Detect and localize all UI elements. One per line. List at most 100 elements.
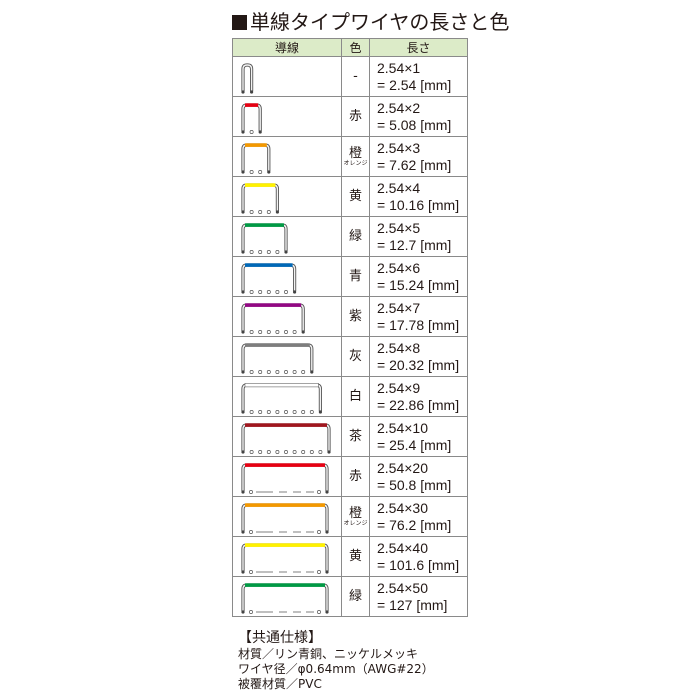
wire-outline [241, 223, 288, 251]
length-result: = 22.86 [mm] [377, 396, 460, 413]
jumper-wire-icon [241, 143, 271, 174]
spec-heading: 【共通仕様】 [238, 630, 322, 646]
hole-dot [317, 490, 321, 494]
wire-metal [242, 464, 328, 491]
jumper-wire-icon [241, 463, 329, 494]
length-cell: 2.54×7 = 17.78 [mm] [369, 296, 468, 337]
length-cell: 2.54×30 = 76.2 [mm] [369, 496, 468, 537]
wire-metal [242, 184, 279, 211]
color-name: 橙 [348, 505, 362, 521]
color-cell: 赤 [341, 456, 370, 497]
length-formula: 2.54×9 [377, 379, 421, 396]
table-row: 赤 2.54×2 = 5.08 [mm] [232, 96, 468, 137]
jumper-wire-icon [241, 383, 322, 414]
table-row: 赤 2.54×20 = 50.8 [mm] [232, 456, 468, 497]
wire-outline [241, 263, 297, 291]
wire-leg-end [325, 490, 329, 494]
color-cell: 紫 [341, 296, 370, 337]
hole-dot [275, 450, 280, 454]
hole-dot [249, 370, 254, 374]
wire-coating [245, 463, 325, 467]
wire-coating [245, 543, 325, 547]
wire-leg-end [241, 530, 245, 534]
wire-leg-end [241, 490, 245, 494]
hole-dot [249, 130, 254, 134]
wire-leg-end [241, 90, 245, 94]
length-cell: 2.54×9 = 22.86 [mm] [369, 376, 468, 417]
hole-dot [266, 450, 271, 454]
color-cell: 黄 [341, 536, 370, 577]
spec-material: 材質／リン青銅、ニッケルメッキ [238, 647, 419, 661]
color-name: 黄 [348, 189, 362, 204]
length-formula: 2.54×1 [377, 59, 421, 76]
length-result: = 127 [mm] [377, 596, 448, 613]
hole-dot [258, 250, 263, 254]
wire-metal [242, 224, 287, 251]
length-formula: 2.54×3 [377, 139, 421, 156]
wire-leg-end [241, 130, 245, 134]
hole-dot [317, 570, 321, 574]
color-cell: - [341, 56, 370, 97]
page-title: 単線タイプワイヤの長さと色 [232, 6, 509, 35]
table-row: 黄 2.54×40 = 101.6 [mm] [232, 536, 468, 577]
length-formula: 2.54×50 [377, 579, 428, 596]
wire-cell [232, 56, 342, 97]
wire-leg-end [241, 570, 245, 574]
hole-dot [249, 250, 254, 254]
color-cell: 灰 [341, 336, 370, 377]
wire-cell [232, 496, 342, 537]
hole-dot [301, 450, 306, 454]
hole-dot [258, 370, 263, 374]
wire-outline [241, 63, 254, 91]
color-name: 赤 [348, 109, 362, 124]
wire-leg-end [241, 370, 245, 374]
color-sub: オレンジ [343, 159, 368, 167]
wire-outline [241, 183, 279, 211]
length-result: = 17.78 [mm] [377, 316, 460, 333]
hole-dot [275, 330, 280, 334]
color-name: 紫 [348, 309, 362, 324]
length-cell: 2.54×4 = 10.16 [mm] [369, 176, 468, 217]
wire-leg-end [241, 250, 245, 254]
wire-cell [232, 456, 342, 497]
color-cell: 橙オレンジ [341, 136, 370, 177]
length-result: = 50.8 [mm] [377, 476, 452, 493]
wire-metal [242, 104, 261, 131]
wire-cell [232, 376, 342, 417]
wire-leg-end [241, 450, 245, 454]
wire-leg-end [301, 330, 305, 334]
length-cell: 2.54×8 = 20.32 [mm] [369, 336, 468, 377]
hole-dot [292, 450, 297, 454]
color-cell: 橙オレンジ [341, 496, 370, 537]
jumper-wire-icon [241, 183, 279, 214]
hole-dot [317, 530, 321, 534]
jumper-wire-icon [241, 543, 329, 574]
hole-dot [258, 210, 263, 214]
wire-coating [245, 143, 267, 147]
wire-leg-end [241, 610, 245, 614]
hole-dot [301, 370, 306, 374]
hole-dot [309, 450, 314, 454]
length-cell: 2.54×20 = 50.8 [mm] [369, 456, 468, 497]
color-cell: 青 [341, 256, 370, 297]
jumper-wire-icon [241, 63, 254, 94]
wire-cell [232, 96, 342, 137]
hole-dot [258, 410, 263, 414]
wire-leg-end [325, 530, 329, 534]
hole-dot [275, 290, 280, 294]
hole-dot [249, 290, 254, 294]
jumper-wire-icon [241, 583, 329, 614]
jumper-wire-icon [241, 503, 329, 534]
hole-dot [292, 370, 297, 374]
hole-dot [258, 290, 263, 294]
wire-leg-end [310, 370, 314, 374]
table-row: 緑 2.54×5 = 12.7 [mm] [232, 216, 468, 257]
length-cell: 2.54×2 = 5.08 [mm] [369, 96, 468, 137]
square-bullet-icon [232, 15, 247, 30]
hole-dot [301, 410, 306, 414]
wire-metal [242, 544, 328, 571]
wire-coating [245, 223, 284, 227]
hole-dot [266, 290, 271, 294]
wire-leg-end [275, 210, 279, 214]
wire-leg-end [241, 330, 245, 334]
